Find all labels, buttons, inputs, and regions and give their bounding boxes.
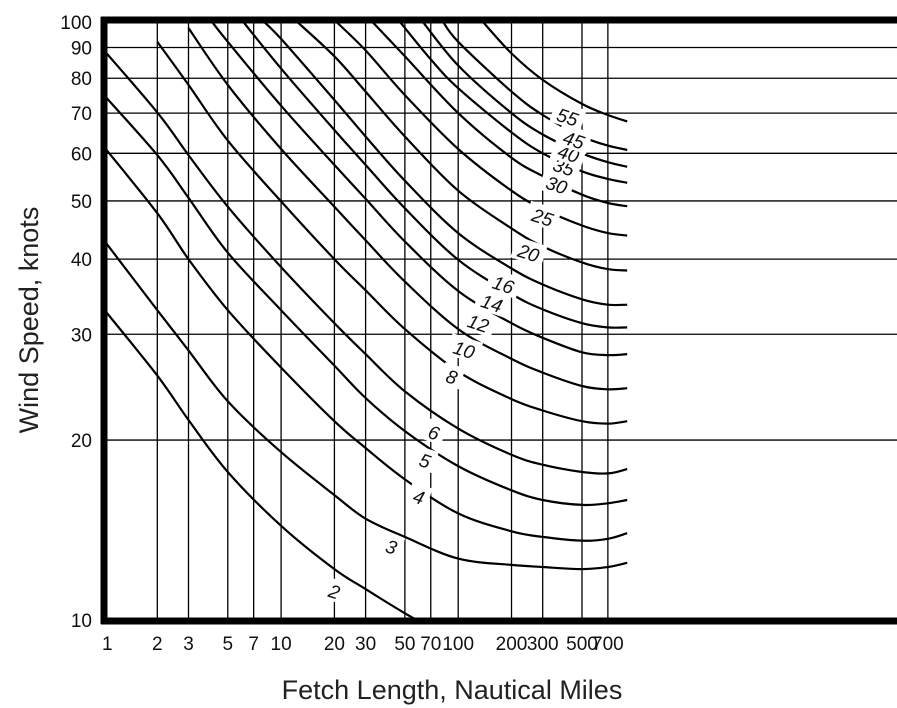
x-tick-label: 200 — [496, 634, 528, 655]
y-tick-labels: 10 20 30 40 50 60 70 80 90 100 — [60, 13, 92, 632]
contour-label-mask — [485, 268, 523, 299]
contour-label-mask — [510, 236, 548, 268]
y-tick-label: 40 — [71, 250, 92, 271]
contour-line-10 — [187, 27, 628, 391]
contour-line-45 — [441, 20, 628, 151]
x-tick-label: 1 — [102, 634, 113, 655]
x-axis-title: Fetch Length, Nautical Miles — [282, 675, 623, 705]
y-tick-label: 70 — [71, 104, 92, 125]
x-tick-label: 10 — [271, 634, 292, 655]
contour-line-16 — [261, 20, 628, 307]
plot-frame — [100, 16, 897, 625]
contour-curves — [104, 20, 628, 621]
x-tick-label: 30 — [355, 634, 376, 655]
y-tick-label: 90 — [71, 39, 92, 60]
contour-label-mask — [405, 482, 433, 510]
x-tick-label: 5 — [222, 634, 233, 655]
contour-label-mask — [524, 200, 562, 232]
contour-label-mask — [549, 100, 587, 132]
y-tick-label: 50 — [71, 192, 92, 213]
x-tick-label: 500 — [566, 634, 598, 655]
x-tick-label: 7 — [248, 634, 259, 655]
contour-label-mask — [321, 576, 349, 605]
contour-line-40 — [420, 20, 628, 168]
x-tick-label: 300 — [527, 634, 559, 655]
contour-line-35 — [397, 20, 628, 184]
contour-line-3 — [104, 239, 628, 571]
contour-line-6 — [104, 49, 628, 475]
x-tick-label: 50 — [394, 634, 415, 655]
contour-line-14 — [240, 20, 628, 329]
contour-label-mask — [438, 362, 466, 390]
contour-line-25 — [333, 20, 628, 237]
x-tick-label: 700 — [592, 634, 624, 655]
contour-label-mask — [460, 306, 498, 338]
x-tick-label: 100 — [442, 634, 474, 655]
contour-line-55 — [480, 20, 628, 123]
y-tick-label: 10 — [71, 611, 92, 632]
contour-label-mask — [555, 123, 593, 155]
y-axis-title: Wind Speed, knots — [14, 207, 44, 434]
x-gridlines — [156, 20, 609, 621]
contour-line-12 — [209, 20, 628, 357]
contour-line-2 — [104, 308, 420, 621]
contour-line-4 — [104, 146, 628, 542]
x-tick-label: 3 — [183, 634, 194, 655]
y-tick-label: 30 — [71, 325, 92, 346]
contour-label-mask — [411, 445, 439, 474]
contour-line-20 — [294, 20, 628, 272]
contour-label-mask — [445, 333, 484, 364]
contour-line-5 — [104, 94, 628, 507]
contour-label-mask — [378, 531, 406, 560]
contour-line-30 — [369, 20, 628, 208]
contour-line-8 — [156, 41, 628, 425]
y-gridlines — [104, 46, 897, 441]
y-tick-label: 20 — [71, 431, 92, 452]
y-tick-label: 100 — [60, 13, 92, 34]
contour-label-mask — [420, 417, 448, 446]
y-tick-label: 80 — [71, 69, 92, 90]
y-tick-label: 60 — [71, 144, 92, 165]
contour-label-mask — [473, 286, 511, 318]
x-tick-label: 20 — [324, 634, 345, 655]
x-tick-label: 2 — [152, 634, 163, 655]
x-tick-label: 70 — [420, 634, 441, 655]
